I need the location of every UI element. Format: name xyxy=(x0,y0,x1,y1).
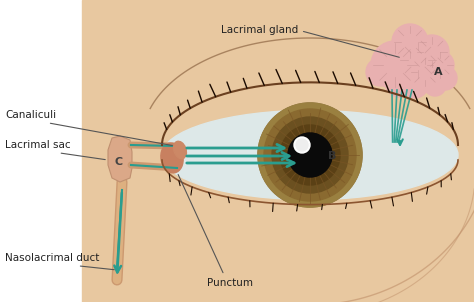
Circle shape xyxy=(258,103,362,207)
Text: Nasolacrimal duct: Nasolacrimal duct xyxy=(5,253,114,270)
Text: Canaliculi: Canaliculi xyxy=(5,110,172,146)
Text: Lacrimal sac: Lacrimal sac xyxy=(5,140,105,159)
Text: Punctum: Punctum xyxy=(178,175,253,288)
Text: A: A xyxy=(434,67,442,77)
Circle shape xyxy=(288,133,332,177)
Circle shape xyxy=(296,139,308,151)
Circle shape xyxy=(258,103,362,207)
Bar xyxy=(82,0,474,302)
Text: C: C xyxy=(115,157,123,167)
Circle shape xyxy=(366,58,394,86)
Circle shape xyxy=(392,24,428,60)
Circle shape xyxy=(409,56,441,88)
Circle shape xyxy=(424,74,446,96)
Circle shape xyxy=(415,35,449,69)
Circle shape xyxy=(280,125,340,185)
Bar xyxy=(0,0,82,302)
Circle shape xyxy=(288,133,332,177)
Circle shape xyxy=(272,117,348,193)
Ellipse shape xyxy=(162,110,458,200)
Circle shape xyxy=(402,72,428,98)
Circle shape xyxy=(294,137,310,153)
Circle shape xyxy=(264,109,356,201)
Polygon shape xyxy=(108,136,132,182)
Circle shape xyxy=(371,41,419,89)
Circle shape xyxy=(398,40,438,80)
Circle shape xyxy=(385,67,415,97)
Circle shape xyxy=(296,141,324,169)
Text: B: B xyxy=(328,151,337,161)
Ellipse shape xyxy=(173,141,186,159)
Text: Lacrimal gland: Lacrimal gland xyxy=(221,25,399,57)
Circle shape xyxy=(426,51,454,79)
Ellipse shape xyxy=(161,143,183,173)
Circle shape xyxy=(433,66,457,90)
